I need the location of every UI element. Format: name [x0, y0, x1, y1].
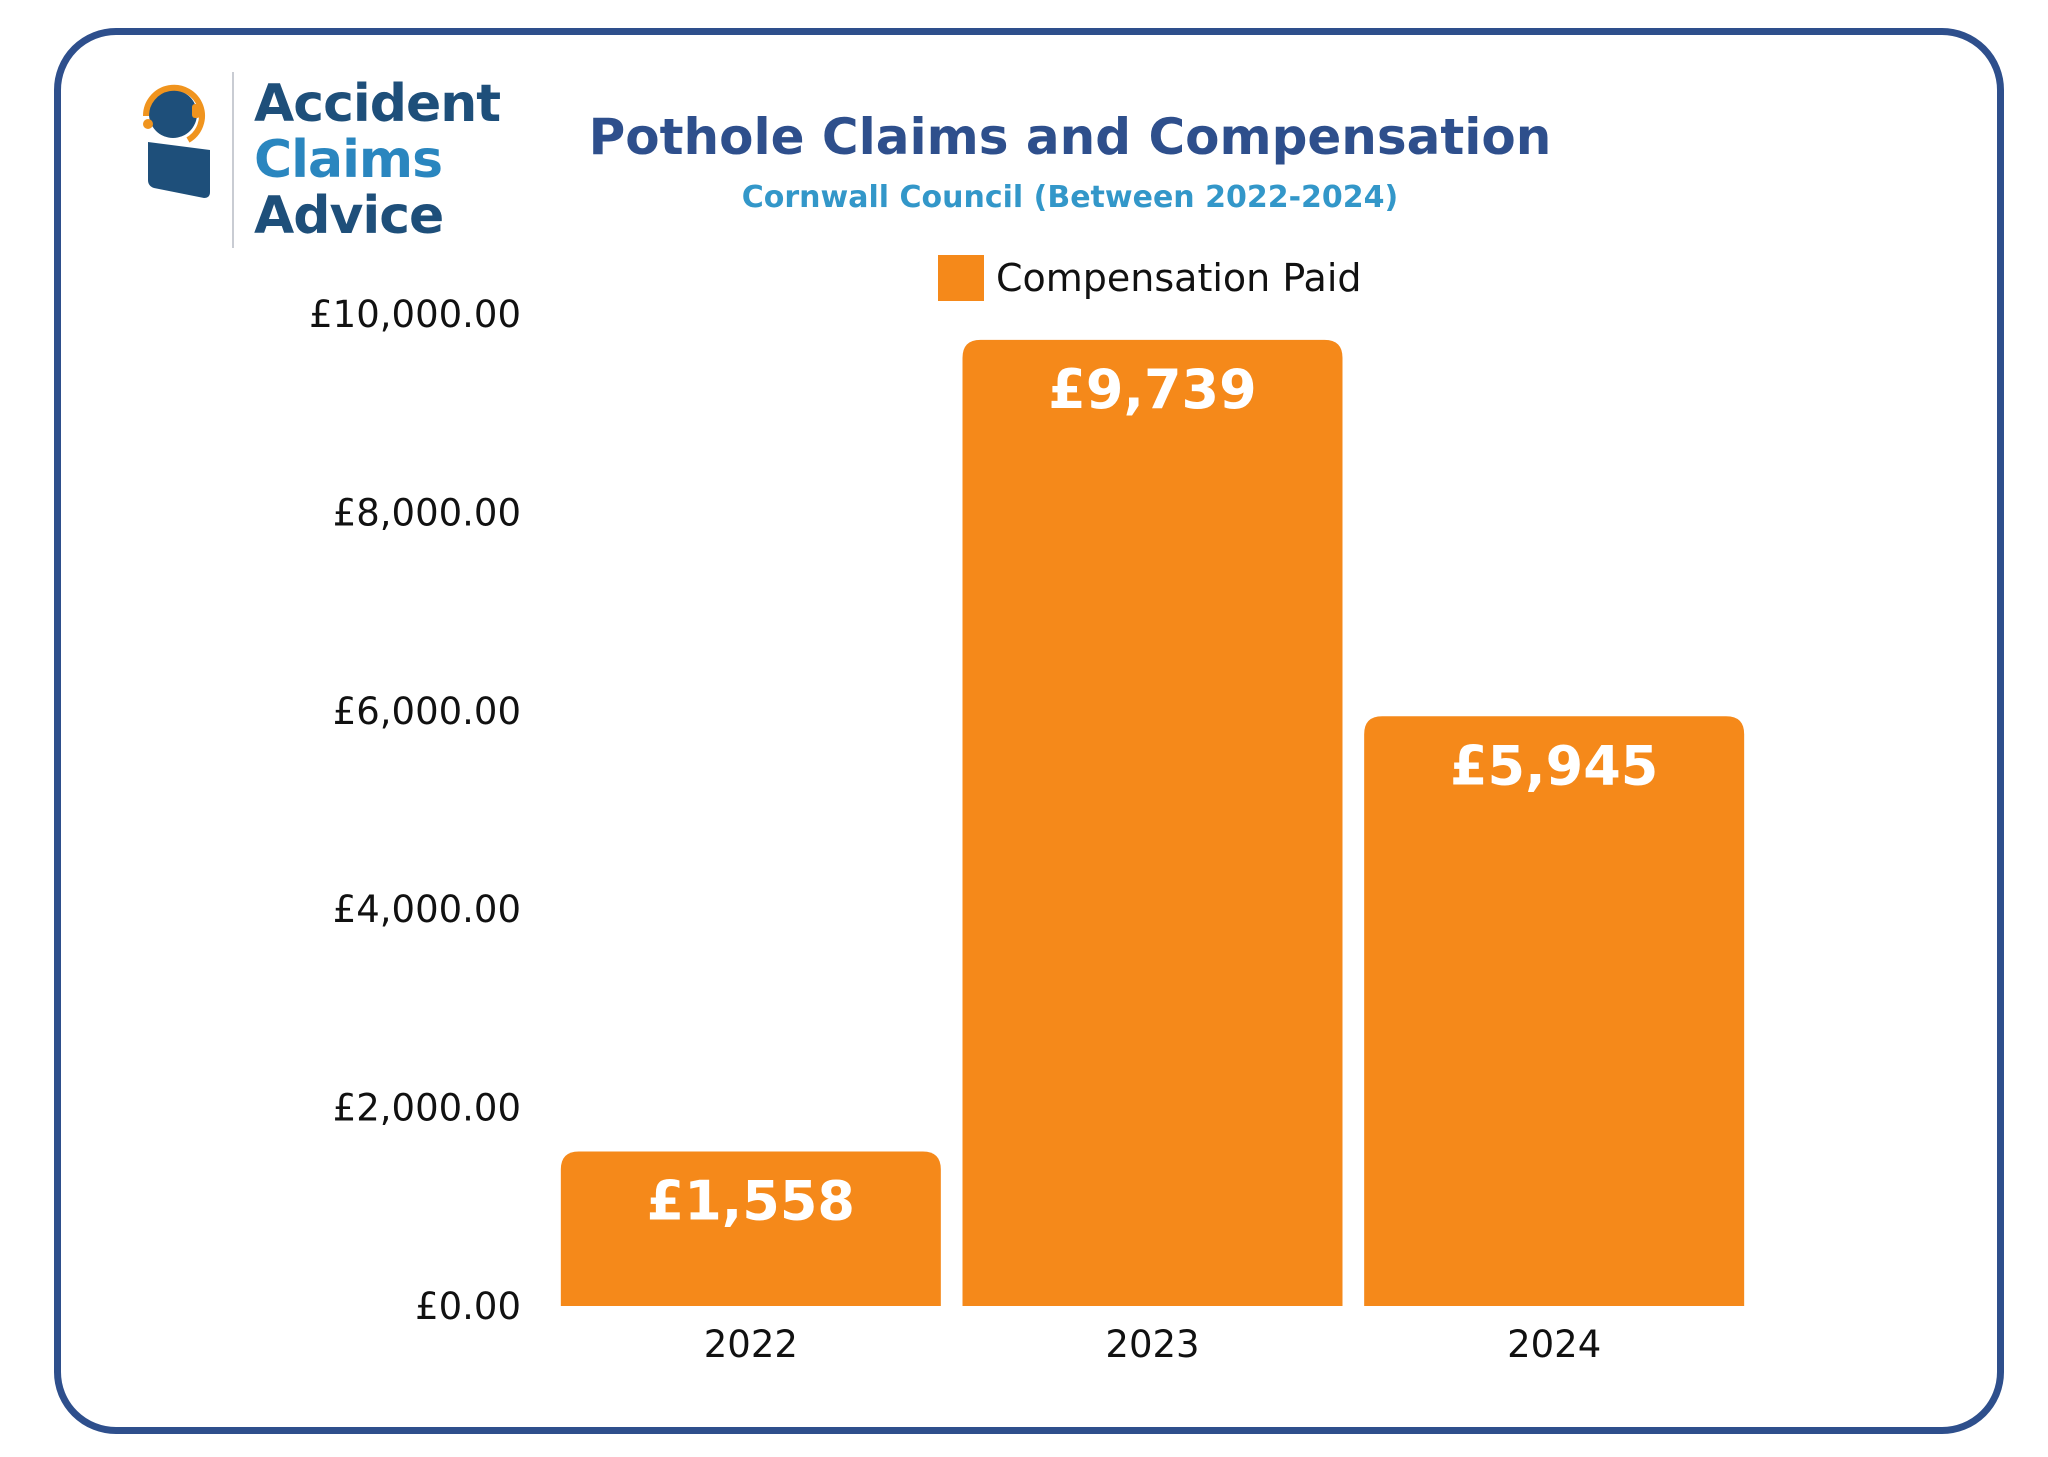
x-tick-label: 2024: [1507, 1323, 1601, 1366]
bar-2024: [1364, 716, 1745, 1306]
chart-subtitle: Cornwall Council (Between 2022-2024): [741, 180, 1399, 215]
y-tick-label: £10,000.00: [309, 293, 521, 336]
bar-2023: [962, 339, 1343, 1306]
brand-line-claims: Claims: [254, 130, 443, 190]
y-tick-label: £6,000.00: [333, 690, 521, 733]
data-label-2022: £1,558: [647, 1169, 855, 1232]
bar-2022: [560, 1151, 941, 1306]
legend-swatch: [938, 255, 984, 301]
brand-line-accident: Accident: [254, 74, 501, 134]
company-logo: [142, 84, 210, 198]
chart-title: Pothole Claims and Compensation: [588, 108, 1552, 166]
y-tick-label: £2,000.00: [333, 1087, 521, 1130]
legend-label: Compensation Paid: [996, 256, 1362, 300]
x-tick-label: 2023: [1105, 1323, 1199, 1366]
logo-divider: [232, 72, 234, 248]
y-tick-label: £8,000.00: [333, 491, 521, 534]
legend: Compensation Paid: [938, 254, 1362, 302]
headset-person-icon: [142, 84, 210, 198]
y-tick-label: £0.00: [415, 1285, 521, 1328]
brand-line-advice: Advice: [254, 186, 444, 246]
data-label-2024: £5,945: [1450, 734, 1658, 797]
y-tick-label: £4,000.00: [333, 888, 521, 931]
x-tick-label: 2022: [704, 1323, 798, 1366]
data-label-2023: £9,739: [1048, 358, 1256, 421]
